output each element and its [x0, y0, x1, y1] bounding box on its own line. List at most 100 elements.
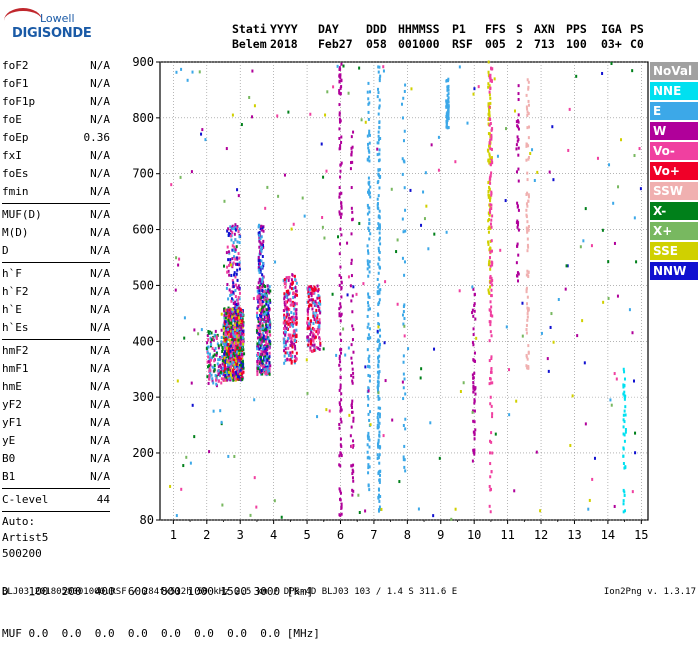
echo-point — [377, 215, 380, 219]
echo-point — [379, 469, 382, 473]
echo-point — [491, 160, 494, 164]
echo-point — [525, 302, 528, 306]
echo-point — [311, 335, 314, 339]
echo-point — [309, 348, 312, 352]
echo-point — [268, 346, 271, 350]
echo-point — [517, 146, 520, 150]
echo-point — [230, 263, 233, 267]
echo-point — [423, 217, 426, 221]
echo-point — [228, 308, 231, 312]
param-row: foF1p N/A — [2, 93, 110, 111]
echo-point — [230, 325, 233, 329]
echo-point — [313, 303, 316, 307]
echo-point — [225, 330, 228, 334]
header-row2-cell: Belem — [232, 37, 267, 51]
echo-point — [568, 107, 571, 111]
echo-point — [474, 392, 477, 396]
echo-point — [517, 120, 520, 124]
legend-item: Vo- — [650, 142, 698, 160]
echo-point — [489, 281, 492, 285]
x-tick-label: 8 — [404, 528, 411, 542]
echo-point — [550, 312, 553, 316]
echo-point — [526, 126, 529, 130]
header-row1-cell: HHMMSS — [398, 22, 440, 36]
echo-point — [237, 312, 240, 316]
echo-point — [257, 300, 260, 304]
echo-point — [241, 347, 244, 351]
echo-point — [217, 379, 220, 383]
echo-point — [236, 188, 239, 192]
echo-point — [488, 262, 491, 266]
echo-point — [352, 463, 355, 467]
echo-point — [258, 235, 261, 239]
echo-point — [264, 365, 267, 369]
echo-point — [403, 317, 406, 321]
echo-point — [466, 121, 469, 125]
echo-point — [225, 337, 228, 341]
echo-point — [473, 293, 476, 297]
echo-point — [263, 357, 266, 361]
echo-point — [253, 476, 256, 480]
echo-point — [207, 355, 210, 359]
echo-point — [582, 239, 585, 243]
echo-point — [338, 307, 341, 311]
echo-point — [262, 295, 265, 299]
echo-point — [352, 130, 355, 134]
echo-point — [225, 333, 228, 337]
echo-point — [227, 454, 230, 458]
echo-point — [473, 303, 476, 307]
echo-point — [366, 134, 369, 138]
echo-point — [623, 433, 626, 437]
echo-point — [633, 154, 636, 158]
echo-point — [226, 316, 229, 320]
echo-point — [490, 404, 493, 408]
echo-point — [208, 373, 211, 377]
echo-point — [236, 319, 239, 323]
echo-point — [350, 343, 353, 347]
logo-line2: DIGISONDE — [12, 26, 92, 41]
echo-point — [378, 152, 381, 156]
echo-point — [350, 261, 353, 265]
echo-point — [490, 440, 493, 444]
echo-point — [490, 276, 493, 280]
echo-point — [367, 484, 370, 488]
echo-point — [402, 397, 405, 401]
echo-point — [208, 377, 211, 381]
echo-point — [258, 233, 261, 237]
echo-point — [377, 391, 380, 395]
echo-point — [213, 368, 216, 372]
echo-point — [378, 354, 381, 358]
echo-point — [256, 296, 259, 300]
echo-point — [488, 90, 491, 94]
echo-point — [293, 274, 296, 278]
echo-point — [258, 262, 261, 266]
echo-point — [338, 426, 341, 430]
echo-point — [257, 319, 260, 323]
echo-point — [321, 225, 324, 229]
param-name: hmF2 — [2, 344, 29, 357]
echo-point — [505, 325, 508, 329]
echo-point — [308, 326, 311, 330]
echo-point — [338, 422, 341, 426]
echo-point — [286, 300, 289, 304]
echo-point — [382, 434, 385, 438]
param-row: yF1 N/A — [2, 414, 110, 432]
echo-point — [237, 338, 240, 342]
echo-point — [410, 87, 413, 91]
echo-point — [472, 448, 475, 452]
echo-point — [225, 352, 228, 356]
echo-point — [350, 186, 353, 190]
echo-point — [445, 121, 448, 125]
echo-point — [223, 352, 226, 356]
echo-point — [290, 361, 293, 365]
echo-point — [226, 378, 229, 382]
echo-point — [224, 374, 227, 378]
echo-point — [447, 114, 450, 118]
echo-point — [256, 352, 259, 356]
echo-point — [623, 439, 626, 443]
echo-point — [490, 137, 493, 141]
echo-point — [350, 153, 353, 157]
echo-point — [284, 347, 287, 351]
echo-point — [220, 420, 223, 424]
echo-point — [377, 256, 380, 260]
